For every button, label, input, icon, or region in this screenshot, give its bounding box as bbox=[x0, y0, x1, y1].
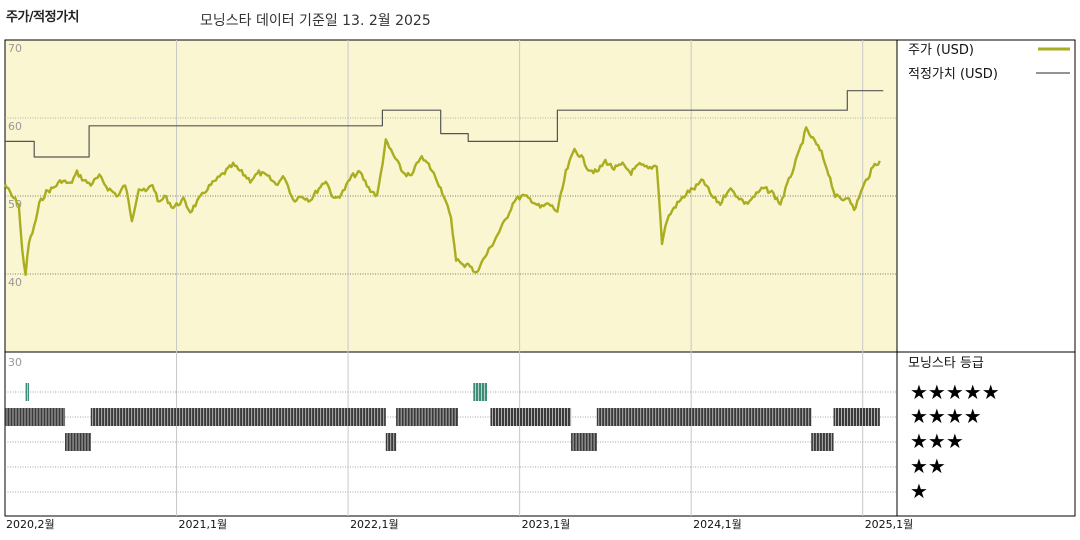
rating-panel bbox=[4, 351, 898, 517]
rating-segment-4 bbox=[396, 408, 458, 426]
x-tick-label: 2024,1월 bbox=[693, 518, 742, 531]
rating-segment-3 bbox=[385, 433, 397, 451]
rating-segment-4 bbox=[490, 408, 572, 426]
legend-price-label: 주가 (USD) bbox=[908, 43, 974, 58]
x-tick-label: 2022,1월 bbox=[350, 518, 399, 531]
y-tick-label: 40 bbox=[8, 276, 22, 289]
y-tick-label: 60 bbox=[8, 120, 22, 133]
rating-3-stars: ★★★ bbox=[910, 429, 964, 453]
chart-title: 주가/적정가치 bbox=[6, 10, 80, 25]
rating-legend-box bbox=[896, 351, 1076, 517]
rating-segment-4 bbox=[90, 408, 386, 426]
rating-1-star: ★ bbox=[910, 479, 928, 503]
legend-fair-value-label: 적정가치 (USD) bbox=[908, 67, 998, 82]
rating-legend-title: 모닝스타 등급 bbox=[908, 356, 984, 371]
x-tick-label: 2021,1월 bbox=[179, 518, 228, 531]
rating-segment-5 bbox=[25, 383, 30, 401]
price-line bbox=[3, 126, 881, 276]
rating-5-stars: ★★★★★ bbox=[910, 380, 1000, 404]
legend-box bbox=[896, 39, 1076, 353]
fair-value-line bbox=[5, 90, 884, 158]
rating-segment-4 bbox=[596, 408, 812, 426]
x-tick-label: 2020,2월 bbox=[6, 518, 55, 531]
x-tick-label: 2023,1월 bbox=[522, 518, 571, 531]
rating-segment-5 bbox=[473, 383, 488, 401]
rating-segment-4 bbox=[5, 408, 66, 426]
x-tick-label: 2025,1월 bbox=[865, 518, 914, 531]
rating-segment-3 bbox=[65, 433, 91, 451]
rating-2-stars: ★★ bbox=[910, 454, 946, 478]
rating-axis-tick: 30 bbox=[8, 356, 22, 369]
rating-segment-3 bbox=[811, 433, 834, 451]
rating-segment-3 bbox=[571, 433, 597, 451]
rating-segment-4 bbox=[833, 408, 880, 426]
rating-4-stars: ★★★★ bbox=[910, 404, 982, 428]
y-tick-label: 70 bbox=[8, 42, 22, 55]
data-date-subtitle: 모닝스타 데이터 기준일 13. 2월 2025 bbox=[200, 13, 431, 29]
